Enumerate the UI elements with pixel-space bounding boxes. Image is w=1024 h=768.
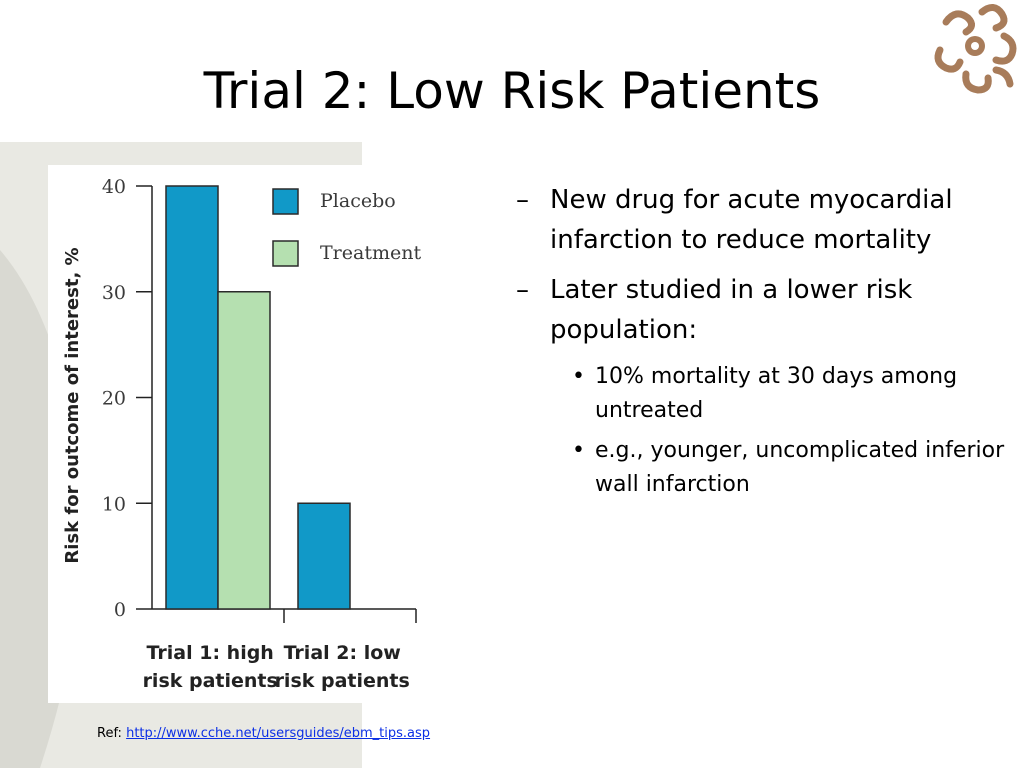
bar-placebo-1: [165, 185, 219, 610]
bullet-item: – Later studied in a lower risk populati…: [516, 270, 1006, 350]
x-category-label: Trial 1: high: [147, 642, 274, 664]
y-tick-label: 40: [102, 176, 126, 198]
bullet-list: – New drug for acute myocardial infarcti…: [516, 180, 1006, 508]
x-category-label: risk patients: [143, 670, 278, 692]
bullet-item: – New drug for acute myocardial infarcti…: [516, 180, 1006, 260]
dash-marker: –: [516, 185, 529, 215]
legend-swatch-placebo: [272, 188, 299, 215]
sub-bullet-item: • 10% mortality at 30 days among untreat…: [516, 360, 1006, 428]
legend-label-placebo: Placebo: [320, 190, 396, 212]
y-tick-label: 20: [102, 388, 126, 410]
sub-bullet-text: e.g., younger, uncomplicated inferior wa…: [595, 438, 1005, 497]
y-tick-label: 30: [102, 282, 126, 304]
bar-treatment-1: [217, 291, 271, 610]
bullet-text: Later studied in a lower risk population…: [550, 275, 913, 345]
x-category-label: Trial 2: low: [284, 642, 401, 664]
sub-bullet-text: 10% mortality at 30 days among untreated: [595, 364, 958, 423]
bar-chart: 0 10 20 30 40 Risk for outcome of interest, %…: [62, 176, 421, 692]
legend-label-treatment: Treatment: [320, 242, 421, 264]
chart-panel: 0 10 20 30 40 Risk for outcome of interest, %…: [48, 165, 440, 703]
dash-marker: –: [516, 275, 529, 305]
y-axis-title: Risk for outcome of interest, %: [62, 247, 83, 563]
bar-placebo-2: [297, 502, 351, 610]
sub-bullet-item: • e.g., younger, uncomplicated inferior …: [516, 434, 1006, 502]
dot-marker: •: [572, 364, 585, 389]
reference-line: Ref: http://www.cche.net/usersguides/ebm…: [97, 726, 430, 741]
bullet-text: New drug for acute myocardial infarction…: [550, 185, 953, 255]
y-tick-label: 10: [102, 493, 126, 515]
y-tick-label: 0: [114, 599, 126, 621]
ornamental-swirl-logo-icon: [934, 4, 1017, 94]
slide-title: Trial 2: Low Risk Patients: [203, 62, 821, 120]
legend-swatch-treatment: [272, 240, 299, 267]
reference-label: Ref:: [97, 726, 122, 741]
dot-marker: •: [572, 438, 585, 463]
x-category-label: risk patients: [275, 670, 410, 692]
reference-link[interactable]: http://www.cche.net/usersguides/ebm_tips…: [126, 726, 431, 741]
